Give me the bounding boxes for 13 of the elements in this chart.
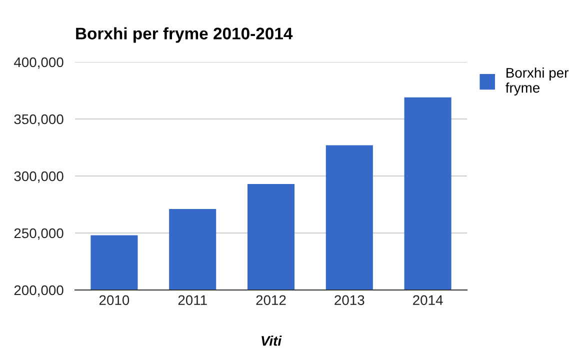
chart-title: Borxhi per fryme 2010-2014: [76, 27, 293, 43]
x-tick-label: 2011: [178, 295, 207, 306]
y-tick-label: 250,000: [14, 228, 64, 240]
legend-label: Borxhi per fryme: [506, 68, 568, 96]
x-tick-label: 2010: [99, 295, 130, 306]
x-tick-label: 2013: [334, 295, 364, 306]
y-tick-label: 400,000: [14, 57, 64, 69]
x-tick-label: 2012: [256, 295, 286, 306]
x-axis-title: Viti: [262, 336, 282, 346]
y-tick-label: 300,000: [14, 171, 64, 183]
x-tick-label: 2014: [413, 295, 443, 306]
y-tick-label: 350,000: [14, 114, 64, 126]
y-tick-label: 200,000: [14, 285, 64, 297]
